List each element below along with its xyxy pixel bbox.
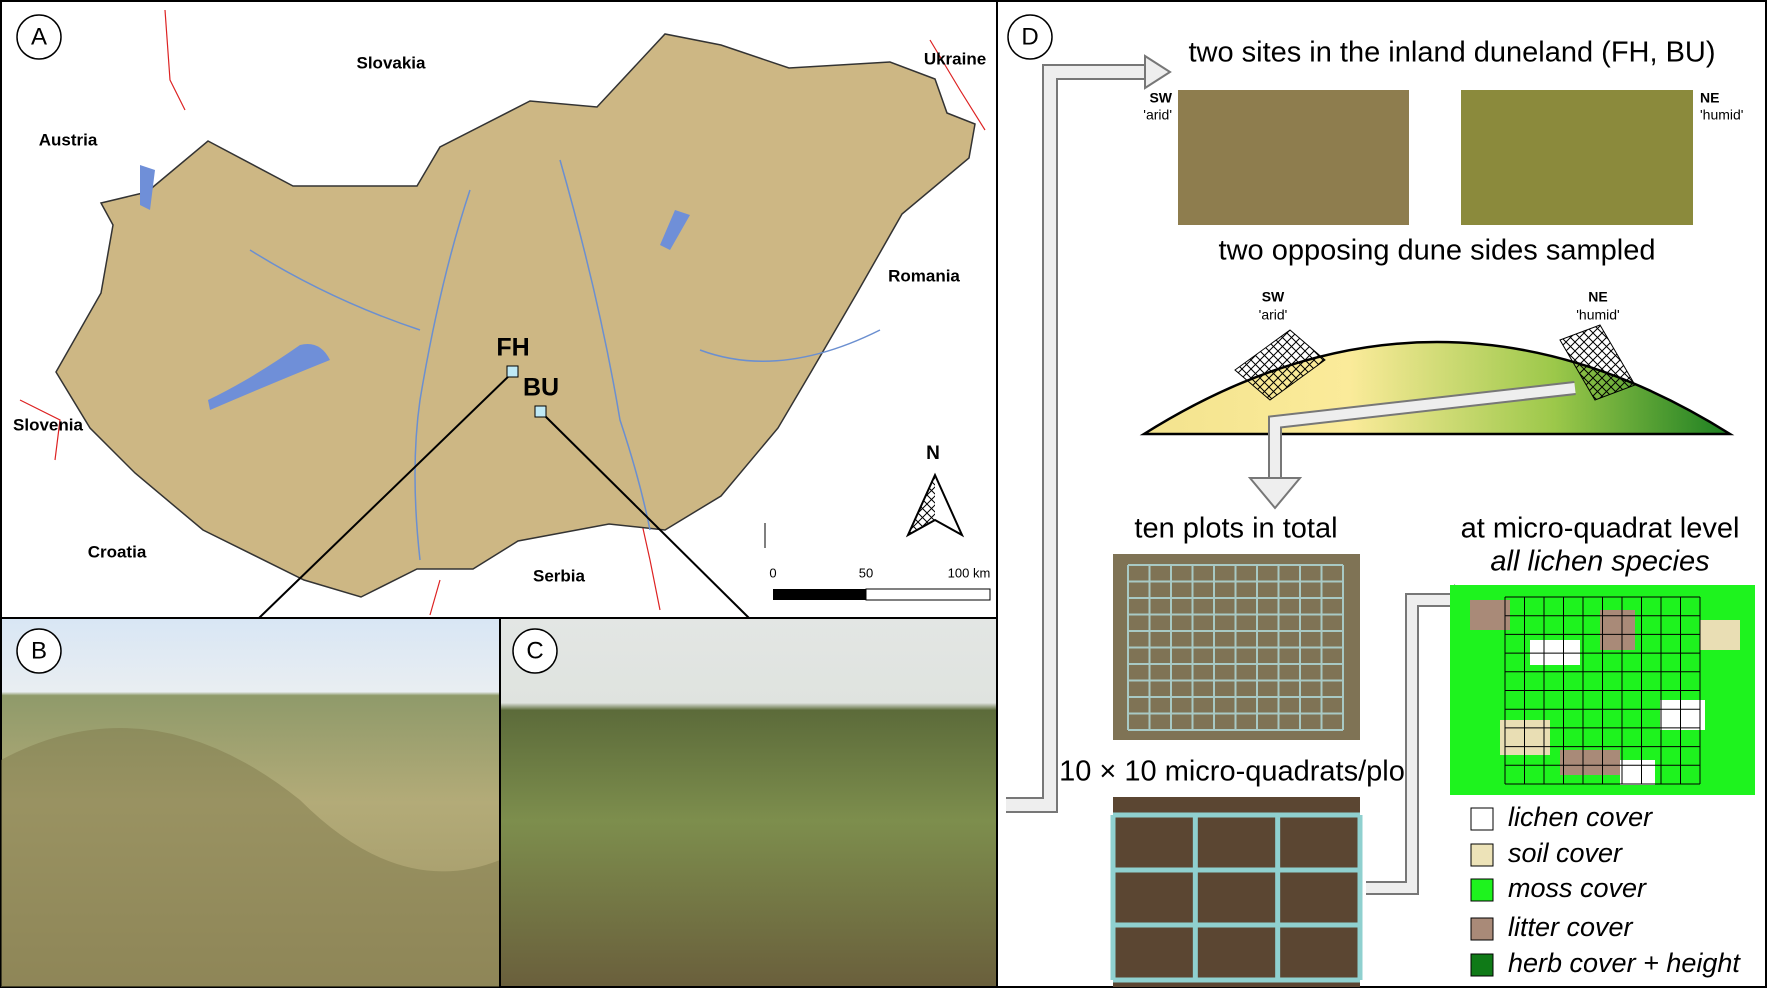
photo-quadrat xyxy=(1113,797,1360,987)
country-label: Serbia xyxy=(533,566,586,585)
legend-swatch xyxy=(1471,844,1493,866)
legend-swatch xyxy=(1471,879,1493,901)
scale-bar xyxy=(866,589,990,600)
heading: at micro-quadrat level xyxy=(1461,513,1740,545)
legend-swatch xyxy=(1471,954,1493,976)
cover-patch xyxy=(1560,750,1620,775)
panel-label: C xyxy=(526,637,543,664)
cover-patch xyxy=(1700,620,1740,650)
heading: all lichen species xyxy=(1490,546,1709,578)
north-label: N xyxy=(926,443,940,464)
figure: Slovakia Ukraine Austria Romania Sloveni… xyxy=(0,0,1767,988)
aspect-label: 'arid' xyxy=(1143,107,1172,123)
heading: 10 × 10 micro-quadrats/plot xyxy=(1059,756,1413,788)
side-label: NE xyxy=(1588,289,1607,305)
side-label: SW xyxy=(1149,90,1172,106)
panel-label: D xyxy=(1021,23,1038,50)
aspect-label: 'humid' xyxy=(1700,107,1743,123)
cover-patch xyxy=(1470,600,1510,630)
country-label: Croatia xyxy=(88,542,147,561)
aspect-label: 'arid' xyxy=(1259,307,1288,323)
heading: ten plots in total xyxy=(1134,513,1337,545)
heading: two opposing dune sides sampled xyxy=(1219,235,1656,267)
legend-label: herb cover + height xyxy=(1508,948,1741,978)
site-label: BU xyxy=(523,374,559,402)
cover-patch xyxy=(1530,640,1580,665)
legend-swatch xyxy=(1471,918,1493,940)
scale-label: 0 xyxy=(769,565,776,580)
heading: two sites in the inland duneland (FH, BU… xyxy=(1188,37,1715,69)
country-label: Slovenia xyxy=(13,415,83,434)
legend-label: moss cover xyxy=(1508,873,1647,903)
country-label: Romania xyxy=(888,266,960,285)
photo-ne xyxy=(1461,90,1693,225)
country-label: Ukraine xyxy=(924,49,986,68)
scale-bar xyxy=(773,589,866,600)
site-marker xyxy=(535,406,546,417)
legend-label: soil cover xyxy=(1508,838,1623,868)
panel-label: B xyxy=(31,637,47,664)
legend-label: lichen cover xyxy=(1508,802,1653,832)
side-label: SW xyxy=(1262,289,1285,305)
photo-c xyxy=(500,618,997,987)
site-label: FH xyxy=(496,334,529,362)
panel-label: A xyxy=(31,23,47,50)
side-label: NE xyxy=(1700,90,1719,106)
site-marker xyxy=(507,366,518,377)
cover-patch xyxy=(1660,700,1705,730)
scale-label: 100 km xyxy=(948,565,991,580)
scale-label: 50 xyxy=(859,565,873,580)
country-label: Slovakia xyxy=(357,53,427,72)
legend-label: litter cover xyxy=(1508,912,1634,942)
cover-patch xyxy=(1620,760,1655,785)
photo-sw xyxy=(1178,90,1409,225)
country-label: Austria xyxy=(39,130,98,149)
aspect-label: 'humid' xyxy=(1576,307,1619,323)
legend-swatch xyxy=(1471,808,1493,830)
